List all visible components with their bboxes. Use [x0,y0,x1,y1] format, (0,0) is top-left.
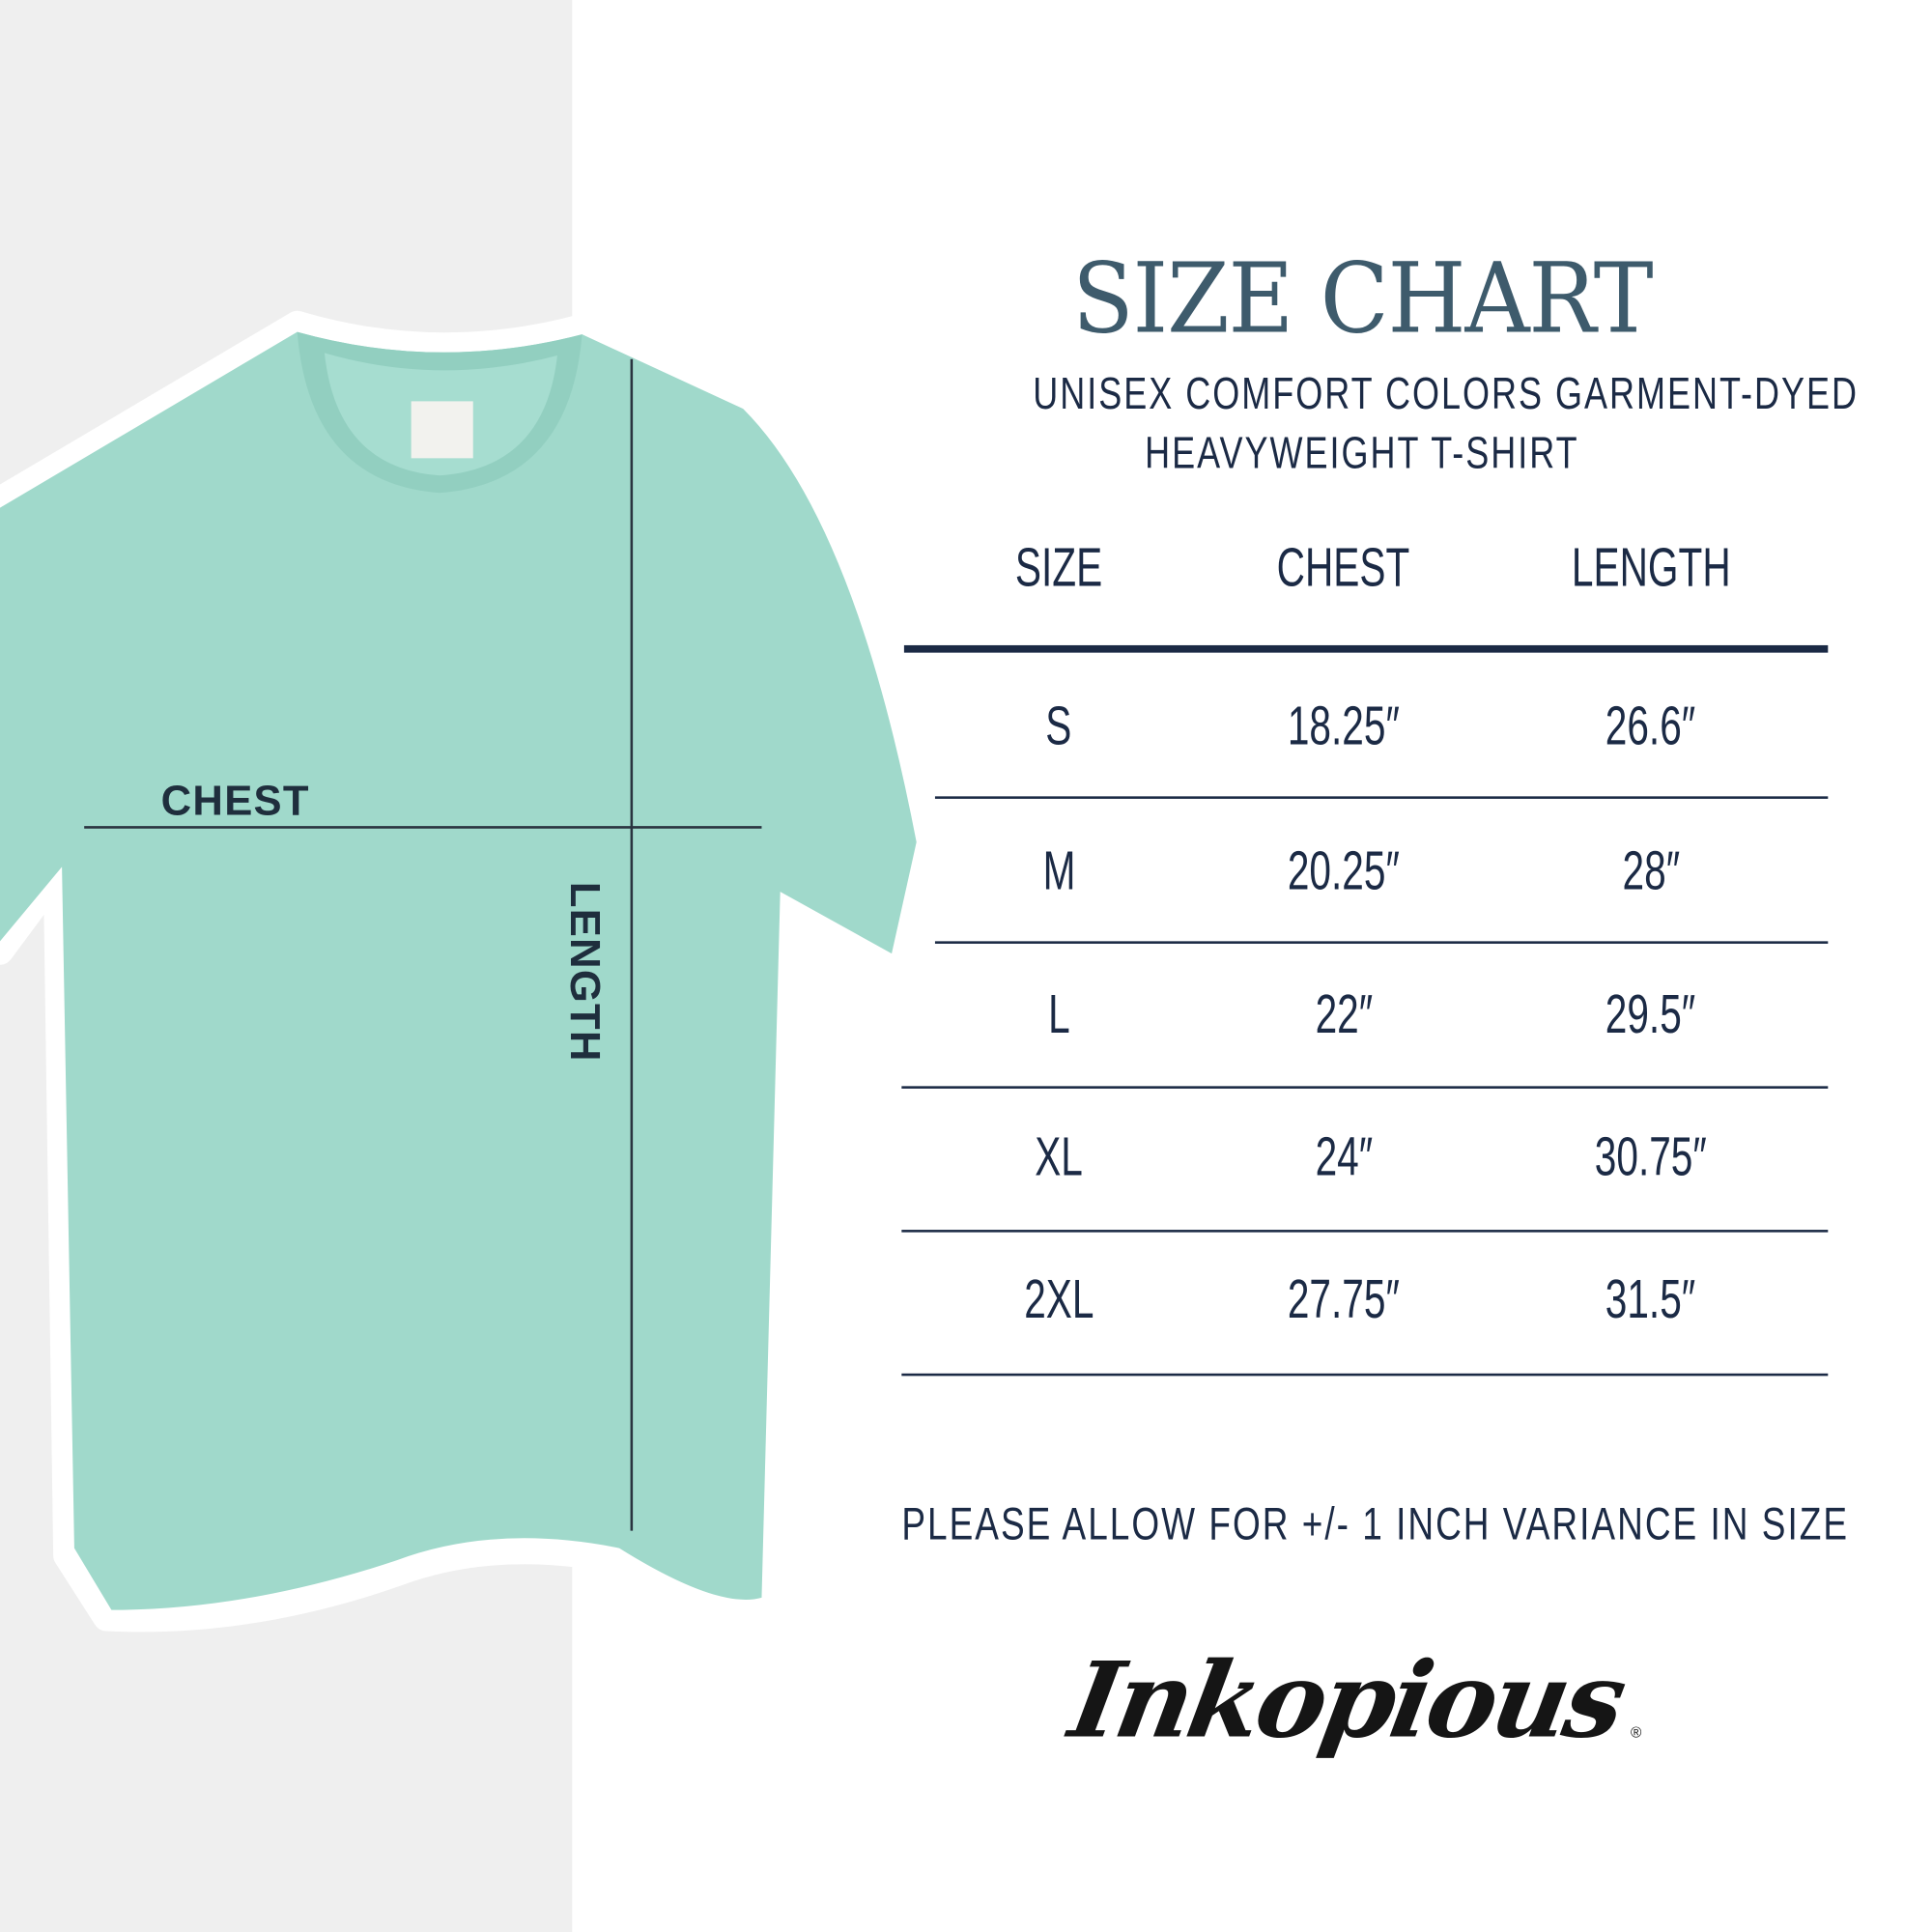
row-divider [901,1086,1829,1089]
header-divider [903,644,1829,653]
length-cell: 28″ [1622,840,1680,902]
size-cell: S [1045,696,1072,757]
size-cell: 2XL [1024,1269,1094,1330]
variance-note: PLEASE ALLOW FOR +/- 1 INCH VARIANCE IN … [901,1498,1850,1549]
length-label: LENGTH [560,881,609,1063]
length-cell: 31.5″ [1605,1269,1696,1330]
neck-tag [411,401,473,459]
chest-cell: 20.25″ [1288,840,1401,902]
header-size: SIZE [1015,537,1103,599]
header-chest: CHEST [1277,537,1410,599]
chest-label: CHEST [160,778,310,825]
subtitle-line-2: HEAVYWEIGHT T-SHIRT [917,426,1808,480]
row-divider [901,1373,1829,1377]
length-cell: 26.6″ [1605,696,1696,757]
size-cell: XL [1035,1126,1083,1188]
header-length: LENGTH [1571,537,1731,599]
tshirt-body [0,331,917,1610]
row-divider [934,796,1829,799]
brand-logo: Inkopious [1062,1638,1633,1762]
chest-cell: 22″ [1315,984,1373,1046]
row-divider [901,1230,1829,1233]
size-cell: L [1047,984,1070,1046]
subtitle-text: UNISEX COMFORT COLORS GARMENT-DYED [1033,367,1860,419]
brand-logo-group: Inkopious ® [1062,1633,1642,1769]
chest-cell: 24″ [1315,1126,1373,1188]
subtitle-text: HEAVYWEIGHT T-SHIRT [1145,427,1579,478]
size-cell: M [1042,840,1076,902]
row-divider [934,941,1829,944]
chest-cell: 18.25″ [1288,696,1401,757]
length-cell: 30.75″ [1594,1126,1707,1188]
registered-mark: ® [1630,1723,1642,1742]
chest-cell: 27.75″ [1288,1269,1401,1330]
tshirt-image [0,310,938,1633]
length-cell: 29.5″ [1605,984,1696,1046]
subtitle-line-1: UNISEX COMFORT COLORS GARMENT-DYED [917,366,1857,420]
page-title: SIZE CHART [1072,243,1654,355]
